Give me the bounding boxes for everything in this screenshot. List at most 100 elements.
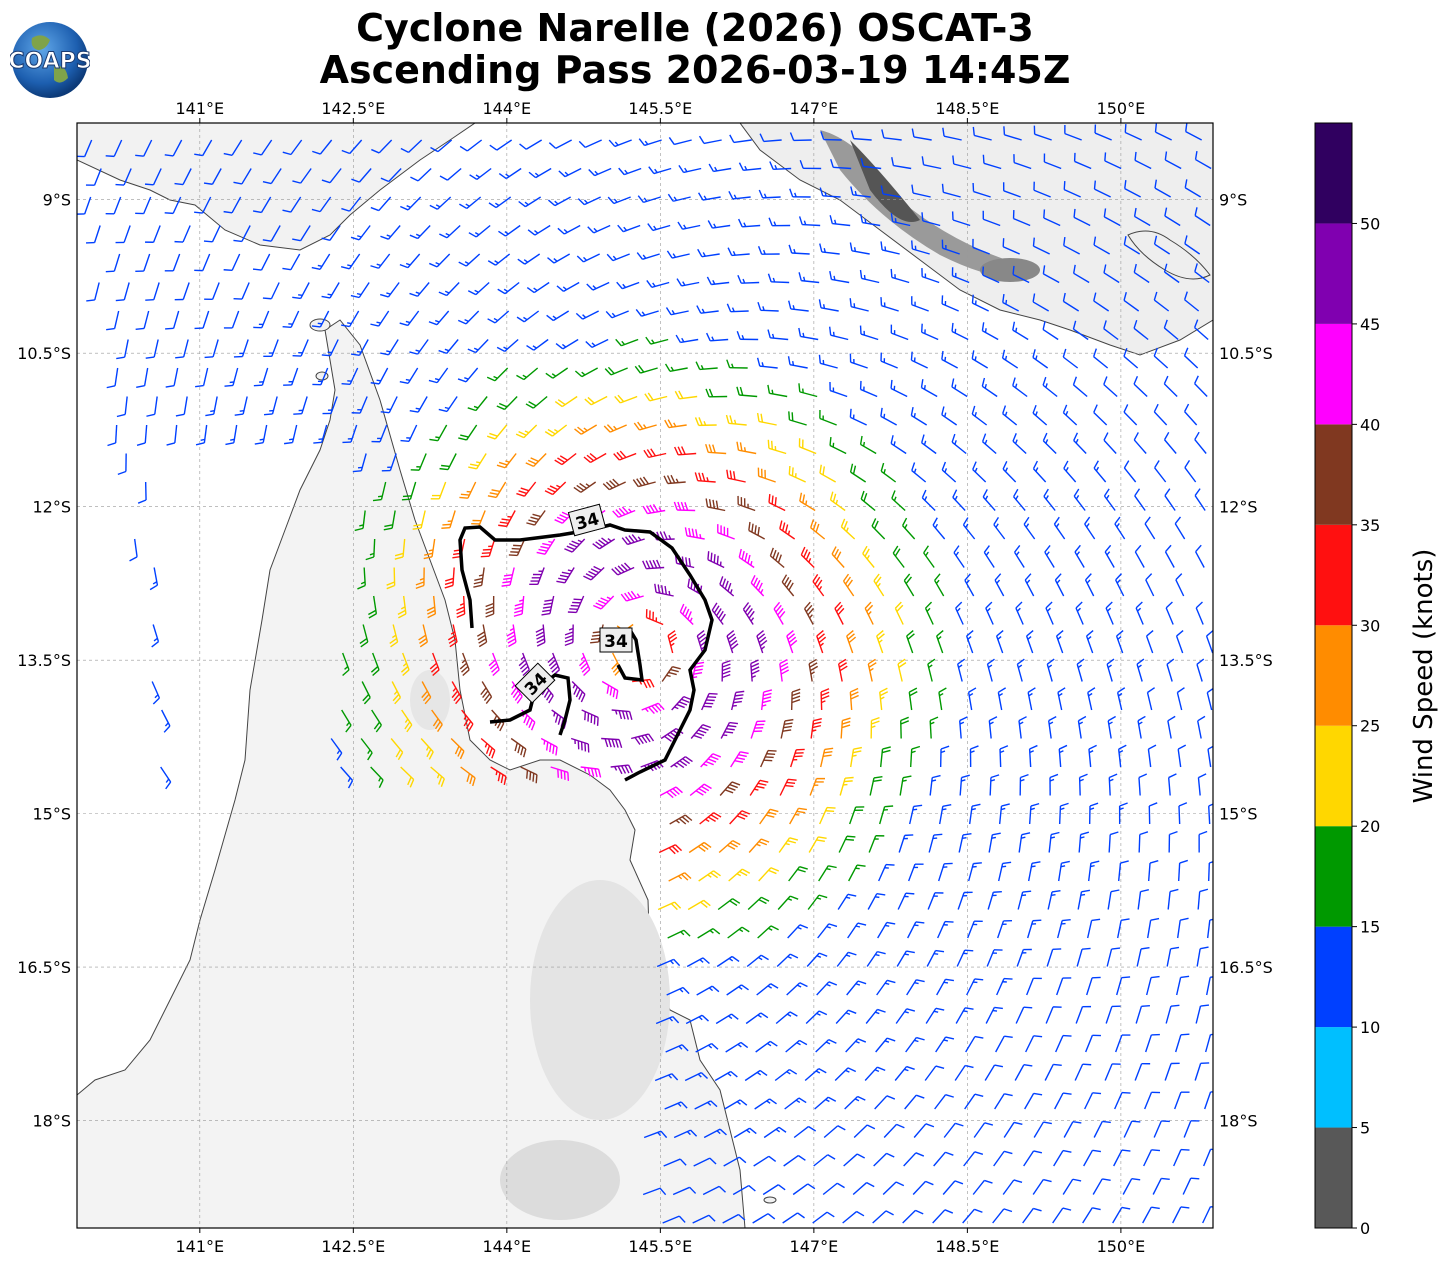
title-line-1: Cyclone Narelle (2026) OSCAT-3 (356, 6, 1034, 50)
wind-barb (1117, 744, 1127, 768)
wind-barb (780, 718, 794, 739)
wind-barb (921, 156, 942, 170)
wind-barb (788, 411, 807, 426)
wind-barb (497, 281, 520, 295)
wind-barb (380, 225, 401, 240)
wind-barb (906, 979, 925, 996)
wind-barb (115, 282, 130, 302)
wind-barb (1166, 658, 1175, 682)
wind-barb (547, 196, 572, 207)
wind-barb (995, 629, 1004, 654)
colorbar-segment (1315, 926, 1352, 1028)
wind-barb (165, 367, 179, 388)
wind-barb (1183, 347, 1199, 369)
wind-barb (401, 481, 417, 501)
wind-barb (1153, 403, 1168, 426)
colorbar-label: Wind Speed (knots) (1409, 549, 1439, 804)
wind-barb (954, 1064, 974, 1081)
wind-barb (742, 602, 755, 625)
wind-barb (776, 953, 799, 968)
colorbar: 0 5 10 15 20 25 30 35 40 45 50 (1314, 122, 1380, 1238)
wind-barb (720, 721, 739, 739)
wind-barb (877, 921, 896, 939)
wind-barb (1177, 744, 1187, 768)
wind-barb (1057, 860, 1070, 882)
wind-barb (1168, 830, 1178, 853)
wind-barb (1174, 1091, 1190, 1110)
wind-barb (719, 576, 735, 597)
wind-barb (498, 510, 516, 528)
wind-barb (410, 453, 427, 471)
wind-barb (263, 396, 278, 416)
wind-barb (865, 1008, 886, 1024)
wind-barb (860, 490, 876, 512)
wind-barb (810, 519, 826, 540)
wind-barb (350, 339, 369, 356)
wind-barb (983, 545, 995, 568)
wind-barb (370, 367, 389, 385)
wind-barb (756, 983, 779, 996)
wind-barb (439, 167, 462, 181)
wind-barb (136, 424, 148, 446)
colorbar-segment (1315, 323, 1352, 425)
wind-barb (459, 481, 477, 499)
wind-barb (254, 424, 268, 445)
wind-barb (1018, 716, 1027, 739)
wind-barb (904, 1094, 925, 1110)
wind-barb (174, 225, 191, 243)
wind-barb (1108, 773, 1118, 796)
wind-barb (194, 310, 210, 330)
wind-barb (431, 709, 443, 733)
wind-barb (750, 720, 766, 739)
wind-barb (757, 245, 780, 255)
wind-barb (798, 383, 818, 398)
wind-barb (1174, 516, 1186, 540)
wind-barb (899, 775, 912, 796)
wind-barb (1164, 207, 1181, 227)
wind-barb (849, 746, 862, 768)
wind-barb (717, 524, 735, 540)
wind-barb (828, 326, 849, 341)
wind-barb (880, 407, 898, 426)
wind-barb (1184, 179, 1202, 198)
wind-barb (1194, 263, 1210, 284)
wind-barb (642, 504, 666, 515)
wind-barb (430, 139, 453, 153)
wind-barb (1003, 1121, 1023, 1138)
wind-barb (955, 1007, 974, 1024)
wind-barb (757, 467, 776, 483)
terrain-shade (500, 1140, 620, 1220)
wind-barb (730, 751, 749, 768)
wind-barb (459, 196, 482, 210)
wind-barb (729, 134, 752, 144)
wind-barb (760, 749, 777, 768)
wind-barb (225, 424, 238, 446)
wind-barb (1057, 687, 1066, 711)
wind-barb (1012, 377, 1028, 398)
wind-barb (604, 366, 628, 376)
wind-barb (1107, 715, 1116, 739)
wind-barb (1137, 889, 1149, 910)
wind-barb (891, 157, 912, 170)
wind-barb (988, 832, 1001, 853)
wind-barb (516, 310, 540, 323)
wind-barb (896, 950, 915, 967)
wind-barb (725, 414, 747, 426)
wind-barb (684, 1071, 709, 1082)
wind-barb (968, 803, 981, 825)
wind-barb (767, 439, 787, 455)
wind-barb (321, 282, 340, 299)
wind-barb (391, 681, 402, 705)
wind-barb (365, 538, 376, 561)
wind-barb (489, 139, 513, 151)
wind-barb (1134, 1062, 1151, 1081)
wind-barb (676, 278, 700, 287)
wind-barb (792, 1183, 816, 1196)
wind-barb (1198, 830, 1208, 853)
wind-barb (341, 367, 359, 386)
wind-barb (105, 253, 121, 273)
wind-barb (941, 406, 958, 426)
wind-barb (1133, 319, 1149, 341)
wind-barb (908, 687, 918, 711)
wind-barb (612, 506, 636, 518)
